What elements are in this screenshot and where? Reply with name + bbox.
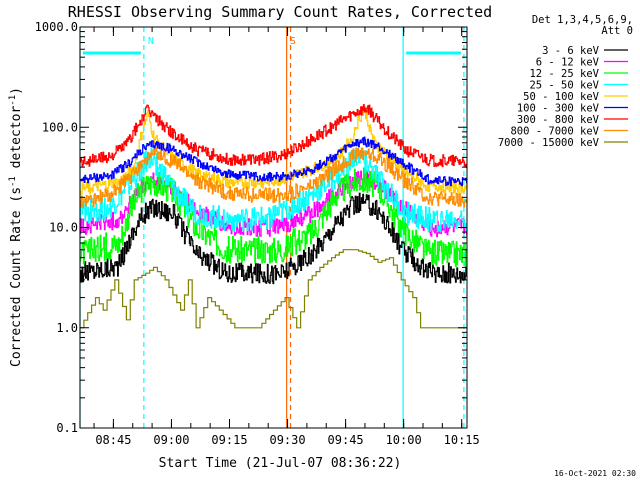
footer-timestamp: 16-Oct-2021 02:30 <box>554 469 636 478</box>
y-tick-label: 10.0 <box>49 221 78 235</box>
legend-label: 300 - 800 keV <box>517 114 600 126</box>
series-group <box>80 104 468 329</box>
legend-label: 25 - 50 keV <box>529 80 599 92</box>
y-tick-label: 1000.0 <box>35 20 78 34</box>
legend-label: 50 - 100 keV <box>523 91 600 103</box>
y-axis-label-group: Corrected Count Rate (s-1 detector-1) <box>8 87 24 367</box>
annotation-label: S <box>290 36 296 47</box>
x-tick-label: 09:45 <box>328 433 364 447</box>
axis-ticks: 0.1 1.0 10.0 100.0 1000.0 08:45 09:00 09:15 09:3… <box>35 20 480 447</box>
legend-label: 100 - 300 keV <box>517 103 600 115</box>
legend-label: 800 - 7000 keV <box>510 126 599 138</box>
series-line <box>80 249 467 329</box>
legend-header: Det 1,3,4,5,6,9, <box>532 14 633 26</box>
series-line <box>80 147 468 233</box>
series-line <box>80 104 468 168</box>
x-axis-label: Start Time (21-Jul-07 08:36:22) <box>159 456 402 471</box>
chart-title: RHESSI Observing Summary Count Rates, Co… <box>68 3 492 21</box>
series-line <box>80 192 468 285</box>
y-axis-label-part: -1 <box>8 176 18 187</box>
series-line <box>80 136 468 187</box>
x-tick-label: 10:15 <box>444 433 480 447</box>
annotation-label: N <box>148 36 154 47</box>
legend-label: 3 - 6 keV <box>542 45 600 57</box>
y-axis-label-part: ) <box>9 87 24 95</box>
series-line <box>80 147 468 208</box>
legend-label: 6 - 12 keV <box>536 57 600 69</box>
y-axis-label: Corrected Count Rate (s-1 detector-1) <box>8 87 24 367</box>
legend-label: 7000 - 15000 keV <box>498 137 600 149</box>
x-tick-label: 08:45 <box>95 433 131 447</box>
x-tick-label: 10:00 <box>386 433 422 447</box>
y-axis-label-part: detector <box>9 106 24 177</box>
y-tick-label: 0.1 <box>56 421 78 435</box>
x-tick-label: 09:00 <box>153 433 189 447</box>
y-axis-label-part: -1 <box>8 95 18 106</box>
y-axis-label-part: Corrected Count Rate (s <box>9 187 24 367</box>
x-tick-label: 09:15 <box>211 433 247 447</box>
series-line <box>80 167 467 268</box>
x-tick-label: 09:30 <box>269 433 305 447</box>
y-tick-label: 100.0 <box>42 120 78 134</box>
y-tick-label: 1.0 <box>56 321 78 335</box>
legend-label: 12 - 25 keV <box>529 68 599 80</box>
legend-header: Att 0 <box>601 25 633 37</box>
